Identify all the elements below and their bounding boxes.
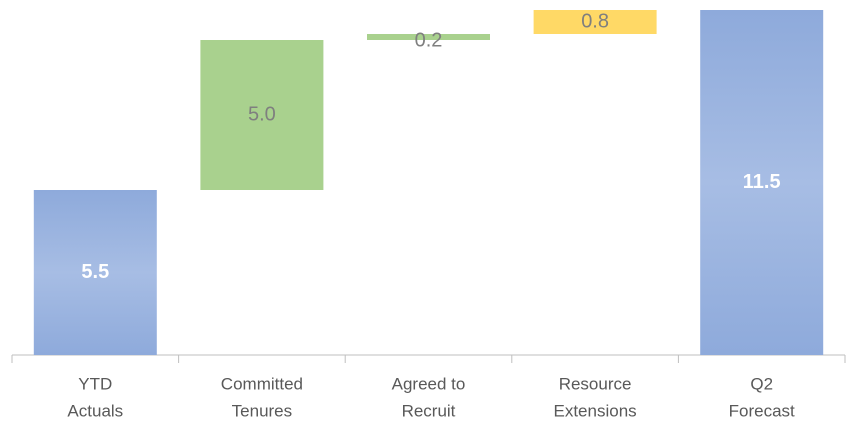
x-tick-label: Resource — [559, 374, 632, 393]
data-label: 0.2 — [415, 29, 443, 51]
x-tick-label: Q2 — [750, 374, 773, 393]
x-tick-label: YTD — [78, 374, 112, 393]
x-tick-label: Agreed to — [392, 374, 466, 393]
bar — [200, 40, 324, 190]
bar — [367, 34, 490, 40]
data-label: 11.5 — [743, 171, 781, 193]
x-tick-label: Committed — [221, 374, 303, 393]
bar — [533, 10, 657, 34]
x-tick-label: Recruit — [402, 401, 456, 420]
bar — [700, 10, 824, 355]
x-tick-label: Actuals — [67, 401, 123, 420]
data-label: 5.0 — [248, 103, 276, 125]
bar — [33, 190, 157, 355]
x-tick-label: Forecast — [729, 401, 795, 420]
x-tick-label: Tenures — [232, 401, 292, 420]
x-tick-label: Extensions — [554, 401, 637, 420]
data-label: 0.8 — [581, 10, 609, 32]
data-label: 5.5 — [81, 261, 109, 283]
